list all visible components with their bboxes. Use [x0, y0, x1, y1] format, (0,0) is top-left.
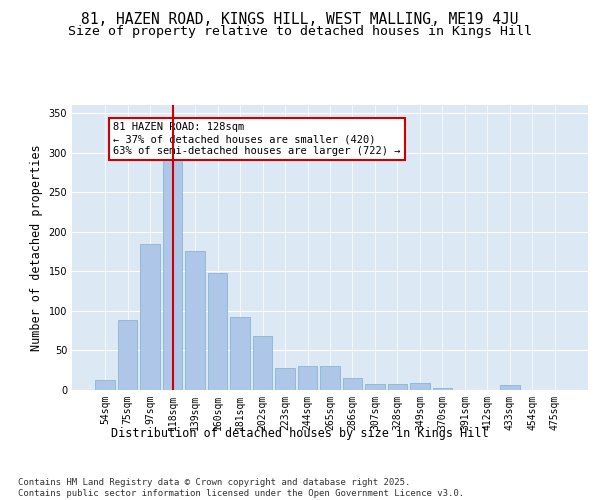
Bar	[275, 368, 295, 390]
Bar	[208, 273, 227, 390]
Text: 81, HAZEN ROAD, KINGS HILL, WEST MALLING, ME19 4JU: 81, HAZEN ROAD, KINGS HILL, WEST MALLING…	[81, 12, 519, 28]
Text: Size of property relative to detached houses in Kings Hill: Size of property relative to detached ho…	[68, 25, 532, 38]
Bar	[343, 378, 362, 390]
Bar	[185, 252, 205, 390]
Bar	[163, 160, 182, 390]
Text: Contains HM Land Registry data © Crown copyright and database right 2025.
Contai: Contains HM Land Registry data © Crown c…	[18, 478, 464, 498]
Bar	[500, 385, 520, 390]
Text: 81 HAZEN ROAD: 128sqm
← 37% of detached houses are smaller (420)
63% of semi-det: 81 HAZEN ROAD: 128sqm ← 37% of detached …	[113, 122, 400, 156]
Text: Distribution of detached houses by size in Kings Hill: Distribution of detached houses by size …	[111, 428, 489, 440]
Bar	[230, 317, 250, 390]
Bar	[140, 244, 160, 390]
Bar	[118, 320, 137, 390]
Y-axis label: Number of detached properties: Number of detached properties	[30, 144, 43, 351]
Bar	[320, 366, 340, 390]
Bar	[298, 366, 317, 390]
Bar	[95, 380, 115, 390]
Bar	[388, 384, 407, 390]
Bar	[433, 388, 452, 390]
Bar	[365, 384, 385, 390]
Bar	[253, 336, 272, 390]
Bar	[410, 383, 430, 390]
